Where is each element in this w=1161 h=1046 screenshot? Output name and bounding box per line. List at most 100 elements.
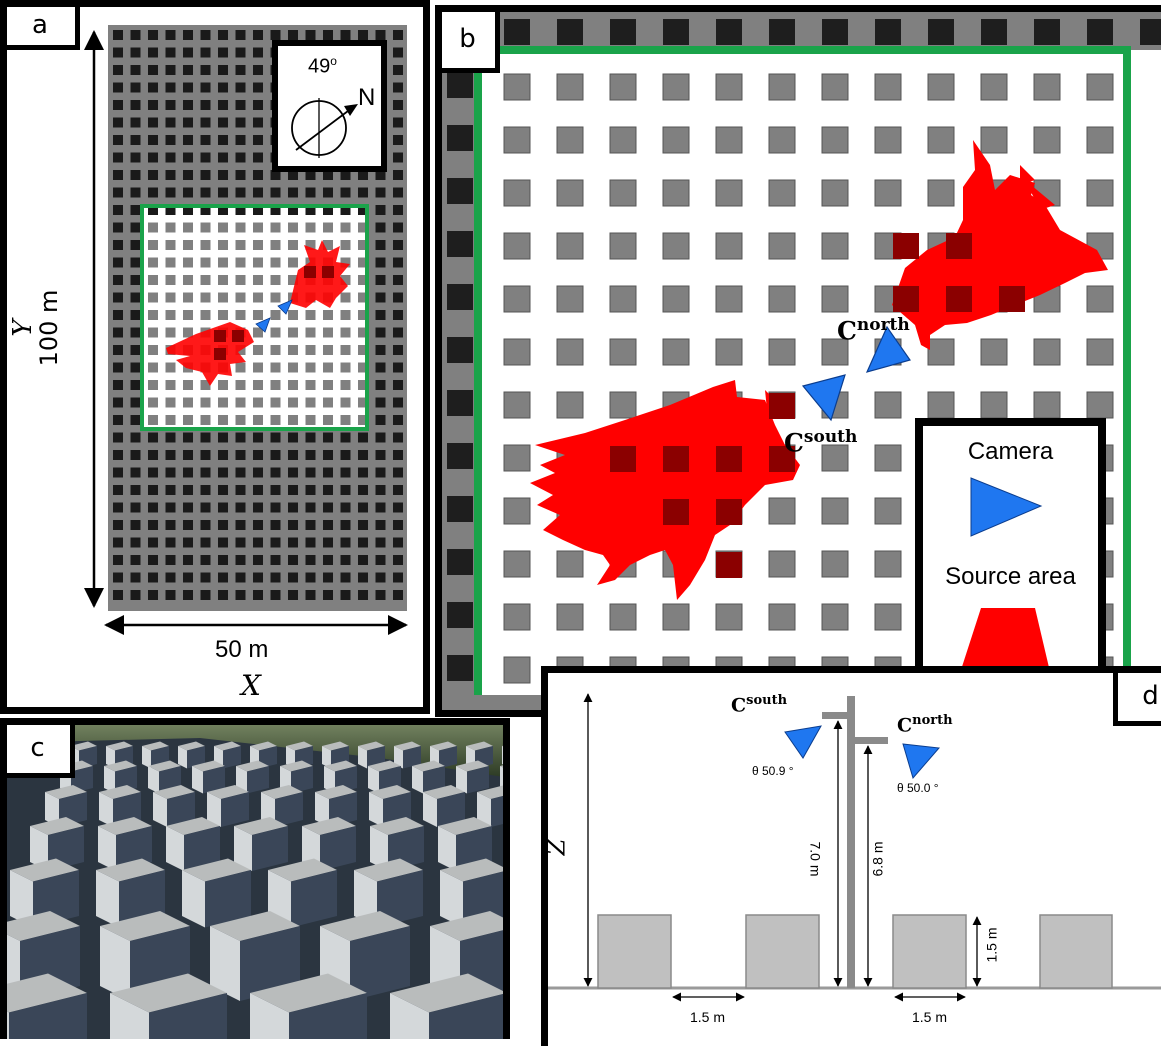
cube-lit-face	[96, 870, 119, 928]
cube-top	[178, 741, 205, 751]
obstacle	[375, 257, 386, 268]
obstacle	[165, 30, 176, 40]
obstacle	[113, 100, 123, 110]
obstacle	[662, 285, 690, 313]
obstacle	[148, 572, 158, 583]
obstacle	[340, 292, 351, 303]
obstacle	[715, 285, 743, 313]
obstacle	[358, 327, 368, 338]
obstacle	[393, 555, 403, 565]
angle-north-label: θ 50.0 °	[897, 781, 939, 795]
obstacle	[218, 310, 228, 320]
obstacle-dark	[822, 19, 848, 45]
obstacle	[130, 257, 141, 268]
obstacle	[235, 82, 246, 93]
obstacle	[393, 135, 403, 145]
obstacle	[165, 380, 176, 390]
cube-lit-face	[45, 792, 59, 827]
obstacle	[375, 590, 386, 600]
obstacle	[874, 179, 902, 207]
cube-lit-face	[315, 792, 329, 827]
obstacle	[270, 537, 281, 548]
camera-north-icon	[902, 743, 941, 780]
obstacle-dark	[447, 496, 473, 522]
obstacle-dark	[557, 19, 583, 45]
obstacle	[183, 292, 193, 303]
obstacle	[288, 187, 298, 198]
obstacle	[715, 232, 743, 260]
cube-top	[430, 741, 457, 751]
obstacle	[130, 47, 141, 58]
camera-north-marker	[277, 299, 293, 315]
obstacle	[235, 222, 246, 233]
cube-top	[10, 858, 79, 882]
obstacle	[288, 222, 298, 233]
cube-top	[369, 785, 411, 799]
obstacle	[235, 572, 246, 583]
cube-lit-face	[500, 766, 503, 790]
obstacle	[503, 285, 531, 313]
cube-shadow-face	[9, 993, 87, 1039]
compass-icon	[291, 98, 358, 158]
obstacle-dark	[447, 178, 473, 204]
obstacle	[165, 135, 176, 145]
cube-shadow-face	[291, 870, 337, 928]
obstacle	[609, 603, 637, 631]
obstacle	[358, 292, 368, 303]
cube-top	[192, 760, 225, 772]
obstacle	[165, 432, 176, 443]
obstacle	[715, 73, 743, 101]
obstacle	[1086, 391, 1114, 419]
obstacle	[165, 205, 176, 215]
obstacle	[874, 497, 902, 525]
obstacle-dark	[447, 231, 473, 257]
obstacle	[305, 327, 316, 338]
camera-mast	[822, 696, 888, 988]
obstacle	[130, 310, 141, 320]
obstacle	[288, 345, 298, 355]
cube-shadow-face	[275, 792, 303, 827]
obstacle	[113, 485, 123, 495]
obstacle	[253, 555, 263, 565]
obstacle	[253, 485, 263, 495]
obstacle	[200, 65, 211, 75]
obstacle	[288, 450, 298, 460]
obstacle	[288, 415, 298, 425]
obstacle	[235, 590, 246, 600]
cube-lit-face	[142, 746, 151, 769]
obstacle	[253, 205, 263, 215]
obstacle	[183, 380, 193, 390]
obstacle	[165, 275, 176, 285]
obstacle	[305, 467, 316, 478]
obstacle	[148, 327, 158, 338]
obstacle	[768, 73, 796, 101]
obstacle	[874, 73, 902, 101]
cube-top	[286, 741, 313, 751]
cube-shadow-face	[423, 766, 445, 794]
cube-top	[423, 785, 465, 799]
obstacle	[270, 590, 281, 600]
obstacle	[288, 555, 298, 565]
cube-lit-face	[234, 826, 252, 871]
obstacle	[609, 126, 637, 154]
panel-b: b Cnorth Csouth Camera Source area	[435, 5, 1161, 717]
block-2	[745, 914, 820, 989]
obstacle	[556, 391, 584, 419]
obstacle	[503, 179, 531, 207]
obstacle	[235, 380, 246, 390]
camera-south-icon	[801, 374, 846, 422]
panel-d-tag: d	[1113, 673, 1161, 726]
obstacle-dark	[875, 19, 901, 45]
obstacle	[148, 65, 158, 75]
obstacle	[183, 65, 193, 75]
obstacle	[375, 240, 386, 250]
obstacle	[253, 65, 263, 75]
obstacle	[235, 555, 246, 565]
obstacle	[270, 362, 281, 373]
obstacle	[270, 170, 281, 180]
obstacle	[270, 187, 281, 198]
legend-box: Camera Source area	[915, 418, 1106, 702]
study-area-outline	[474, 46, 1131, 695]
camera-north-base: C	[837, 316, 857, 346]
obstacle	[375, 572, 386, 583]
